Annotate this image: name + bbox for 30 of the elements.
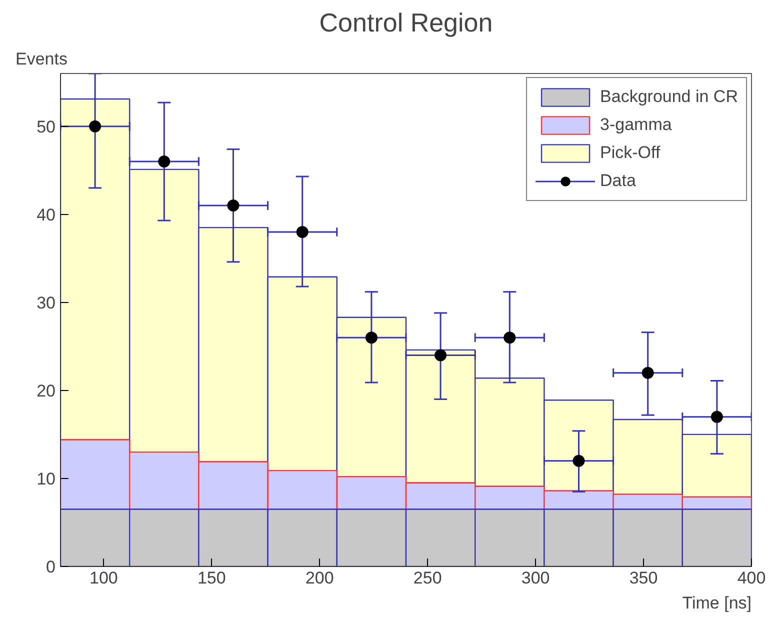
chart-title: Control Region — [319, 8, 493, 38]
point — [572, 454, 585, 467]
x-tick-label: 300 — [521, 568, 550, 588]
x-tick-label: 100 — [90, 568, 118, 588]
x-tick-label: 200 — [305, 568, 334, 588]
point — [89, 120, 102, 132]
y-tick-label: 20 — [36, 381, 56, 400]
x-tick-label: 150 — [197, 568, 226, 588]
point — [158, 156, 170, 168]
point — [434, 349, 447, 362]
legend-label: Data — [600, 171, 636, 191]
x-axis-title: Time [ns] — [682, 594, 752, 612]
legend-label: Background in CR — [600, 87, 738, 107]
point — [296, 226, 308, 238]
y-tick-label: 10 — [36, 469, 56, 488]
legend-label: 3-gamma — [600, 115, 672, 135]
y-axis-title: Events — [16, 50, 68, 68]
x-tick-label: 250 — [413, 568, 442, 588]
y-tick-label: 30 — [36, 293, 56, 312]
point — [227, 200, 240, 212]
point — [365, 332, 378, 344]
x-tick-label: 350 — [629, 568, 658, 588]
x-tick-label: 400 — [737, 568, 766, 588]
y-tick-label: 50 — [36, 117, 56, 136]
legend-label: Pick-Off — [600, 143, 660, 163]
y-tick-label: 0 — [46, 558, 56, 576]
y-tick-label: 40 — [36, 205, 56, 224]
point — [504, 332, 516, 344]
point — [710, 410, 723, 423]
point — [642, 366, 654, 379]
